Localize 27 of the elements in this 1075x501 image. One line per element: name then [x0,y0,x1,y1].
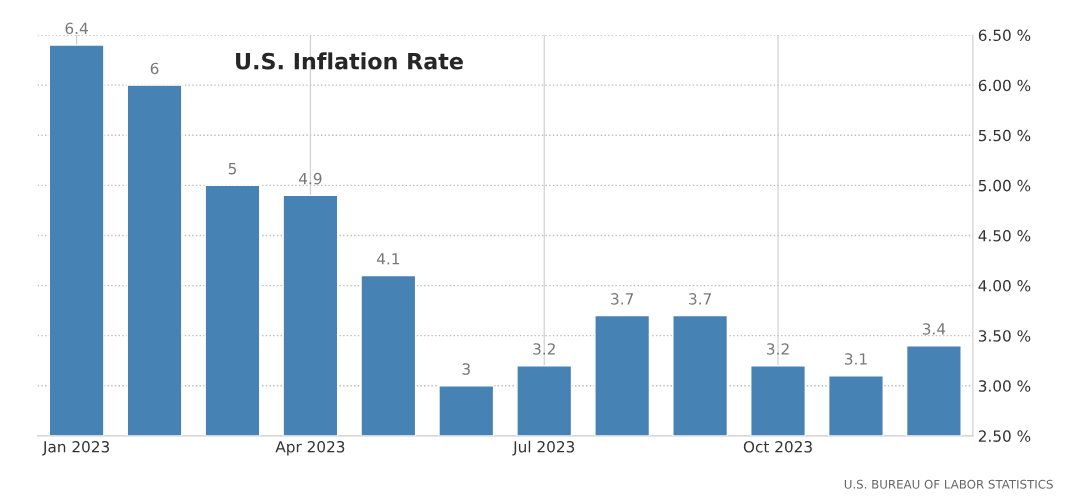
y-tick-label: 3.50 % [978,330,1031,342]
x-tick-label: Oct 2023 [743,441,812,453]
text: U.S. Inflation Rate [236,52,463,70]
x-tick-label: Apr 2023 [275,441,345,456]
y-tick-label: 6.50 % [978,29,1031,42]
data-label: 3.7 [689,293,711,305]
data-label: 4.9 [299,172,322,185]
data-label: 3.7 [611,293,633,305]
y-tick-label: 5.50 % [978,129,1031,142]
data-label: 6.4 [65,22,88,35]
y-tick-label: 4.50 % [978,229,1031,242]
x-tick-label: Jan 2023 [42,441,110,456]
y-tick-label: 6.00 % [978,79,1031,92]
data-label: 5 [228,163,236,175]
data-label: 4.1 [376,253,400,265]
data-label: 3.4 [922,323,946,335]
data-label: 3 [462,363,470,375]
data-label: 3.1 [844,353,867,365]
y-tick-label: 5.00 % [978,179,1031,192]
y-tick-label: 4.00 % [978,280,1031,292]
data-label: 3.2 [533,343,555,355]
y-tick-label: 3.00 % [978,380,1031,392]
x-tick-label: Jul 2023 [512,440,575,456]
y-tick-label: 2.50 % [978,430,1031,442]
data-label: 6 [150,62,159,75]
data-label: 3.2 [767,343,789,355]
text: U.S. BUREAU OF LABOR STATISTICS [844,479,1053,489]
